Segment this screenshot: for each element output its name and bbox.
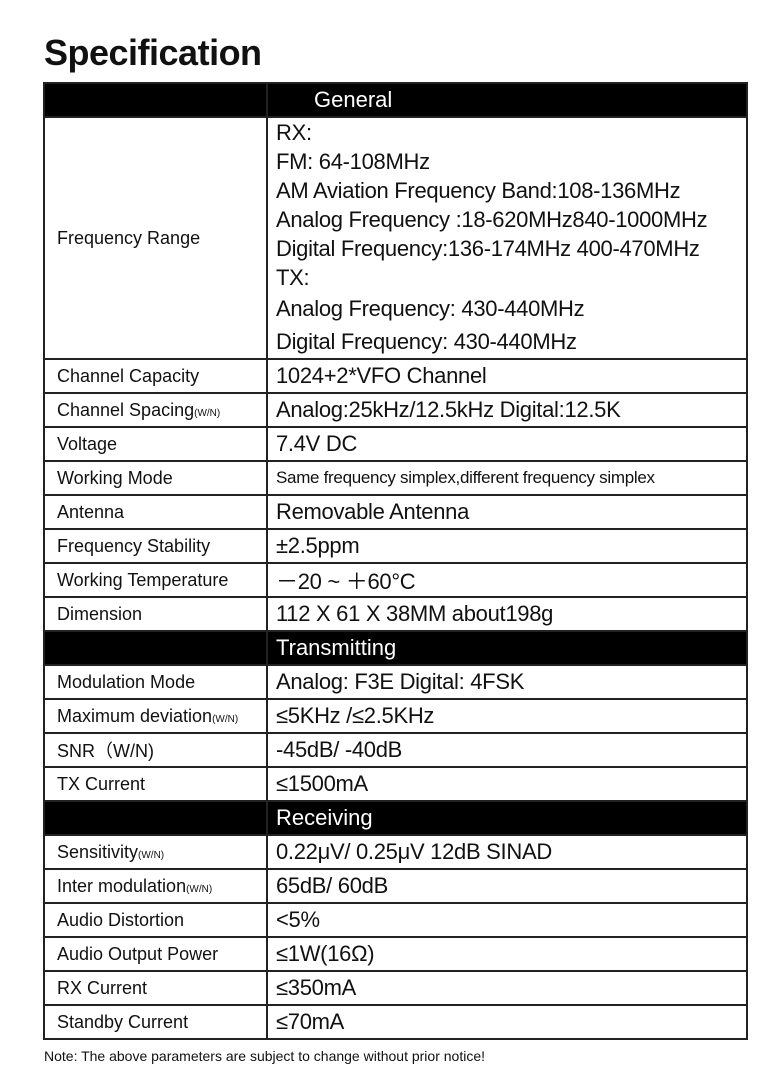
spec-row: Modulation Mode Analog: F3E Digital: 4FSK — [43, 664, 748, 700]
spec-label: Audio Distortion — [43, 902, 268, 938]
label-text: TX Current — [57, 773, 146, 794]
frequency-range-value: RX: FM: 64-108MHz AM Aviation Frequency … — [266, 116, 748, 360]
spec-label: Standby Current — [43, 1004, 268, 1040]
freq-line: RX: — [276, 120, 312, 145]
spec-row: Inter modulation(W/N) 65dB/ 60dB — [43, 868, 748, 904]
spec-row: Channel Spacing(W/N) Analog:25kHz/12.5kHz… — [43, 392, 748, 428]
label-text: Audio Distortion — [57, 909, 185, 930]
label-text: RX Current — [57, 977, 148, 998]
section-header-general: General — [43, 82, 748, 118]
label-text: SNR（W/N) — [57, 741, 154, 761]
spec-label: TX Current — [43, 766, 268, 802]
spec-label: Channel Capacity — [43, 358, 268, 394]
spec-row: TX Current ≤1500mA — [43, 766, 748, 802]
label-suffix: (W/N) — [212, 713, 239, 725]
spec-value: Analog:25kHz/12.5kHz Digital:12.5K — [266, 392, 748, 428]
label-text: Working Temperature — [57, 569, 229, 590]
freq-line: TX: — [276, 265, 310, 290]
section-title: General — [266, 82, 748, 118]
spec-row: Antenna Removable Antenna — [43, 494, 748, 530]
freq-line: Digital Frequency: 430-440MHz — [276, 329, 577, 354]
spec-value: Removable Antenna — [266, 494, 748, 530]
spec-row: Audio Distortion <5% — [43, 902, 748, 938]
spec-row: Maximum deviation(W/N) ≤5KHz /≤2.5KHz — [43, 698, 748, 734]
page-title: Specification — [44, 32, 262, 73]
freq-line: Analog Frequency: 430-440MHz — [276, 296, 585, 321]
spec-row: Working Temperature －20 ~ ＋60°C — [43, 562, 748, 598]
spec-row: Sensitivity(W/N) 0.22μV/ 0.25μV 12dB SINA… — [43, 834, 748, 870]
spec-value: ≤1500mA — [266, 766, 748, 802]
spec-row-frequency-range: Frequency Range RX: FM: 64-108MHz AM Avi… — [43, 116, 748, 360]
label-text: Channel Spacing — [57, 399, 195, 420]
freq-line: Analog Frequency :18-620MHz840-1000MHz — [276, 207, 708, 232]
spec-label: Voltage — [43, 426, 268, 462]
spec-value: ≤5KHz /≤2.5KHz — [266, 698, 748, 734]
spec-value: <5% — [266, 902, 748, 938]
spec-row: Channel Capacity 1024+2*VFO Channel — [43, 358, 748, 394]
spec-label: Inter modulation(W/N) — [43, 868, 268, 904]
label-text: Dimension — [57, 603, 143, 624]
spec-value: Same frequency simplex,different frequen… — [266, 460, 748, 496]
label-suffix: (W/N) — [194, 407, 221, 419]
label-text: Inter modulation — [57, 875, 187, 896]
spec-row: Audio Output Power ≤1W(16Ω) — [43, 936, 748, 972]
spec-label: Antenna — [43, 494, 268, 530]
label-text: Frequency Stability — [57, 535, 211, 556]
label-text: Sensitivity — [57, 841, 139, 862]
spec-label: Modulation Mode — [43, 664, 268, 700]
spec-label: Audio Output Power — [43, 936, 268, 972]
spec-table: General Frequency Range RX: FM: 64-108MH… — [43, 82, 748, 1040]
section-title: Transmitting — [266, 630, 748, 666]
spec-label: Frequency Range — [43, 116, 268, 360]
spec-label: Frequency Stability — [43, 528, 268, 564]
spec-value: ≤70mA — [266, 1004, 748, 1040]
label-text: Antenna — [57, 501, 125, 522]
freq-line: FM: 64-108MHz — [276, 149, 430, 174]
section-title: Receiving — [266, 800, 748, 836]
spec-value: ≤1W(16Ω) — [266, 936, 748, 972]
label-suffix: (W/N) — [186, 883, 213, 895]
spec-row: Voltage 7.4V DC — [43, 426, 748, 462]
freq-line: Digital Frequency:136-174MHz 400-470MHz — [276, 236, 700, 261]
spec-row: Dimension 112 X 61 X 38MM about198g — [43, 596, 748, 632]
spec-value: 7.4V DC — [266, 426, 748, 462]
spec-value: -45dB/ -40dB — [266, 732, 748, 768]
freq-line: AM Aviation Frequency Band:108-136MHz — [276, 178, 681, 203]
spec-value: 1024+2*VFO Channel — [266, 358, 748, 394]
section-header: Transmitting — [43, 630, 748, 666]
footnote: Note: The above parameters are subject t… — [44, 1048, 485, 1064]
label-text: Channel Capacity — [57, 365, 200, 386]
label-text: Working Mode — [57, 467, 173, 488]
spec-label: Sensitivity(W/N) — [43, 834, 268, 870]
spec-row: RX Current ≤350mA — [43, 970, 748, 1006]
spec-label: Channel Spacing(W/N) — [43, 392, 268, 428]
spec-row: SNR（W/N) -45dB/ -40dB — [43, 732, 748, 768]
spec-row: Frequency Stability ±2.5ppm — [43, 528, 748, 564]
spec-row: Working Mode Same frequency simplex,diffe… — [43, 460, 748, 496]
label-text: Maximum deviation — [57, 705, 213, 726]
spec-value: ±2.5ppm — [266, 528, 748, 564]
spec-label: Working Mode — [43, 460, 268, 496]
spec-label: Maximum deviation(W/N) — [43, 698, 268, 734]
spec-value: 65dB/ 60dB — [266, 868, 748, 904]
spec-label: Working Temperature — [43, 562, 268, 598]
spec-row: Standby Current ≤70mA — [43, 1004, 748, 1040]
label-text: Audio Output Power — [57, 943, 219, 964]
label-text: Standby Current — [57, 1011, 189, 1032]
spec-value: 0.22μV/ 0.25μV 12dB SINAD — [266, 834, 748, 870]
spec-value: ≤350mA — [266, 970, 748, 1006]
spec-label: SNR（W/N) — [43, 732, 268, 768]
label-text: Modulation Mode — [57, 671, 196, 692]
spec-value: －20 ~ ＋60°C — [266, 562, 748, 598]
spec-value: Analog: F3E Digital: 4FSK — [266, 664, 748, 700]
spec-value: 112 X 61 X 38MM about198g — [266, 596, 748, 632]
section-header: Receiving — [43, 800, 748, 836]
spec-label: RX Current — [43, 970, 268, 1006]
label-suffix: (W/N) — [138, 849, 165, 861]
label-text: Voltage — [57, 433, 118, 454]
spec-label: Dimension — [43, 596, 268, 632]
